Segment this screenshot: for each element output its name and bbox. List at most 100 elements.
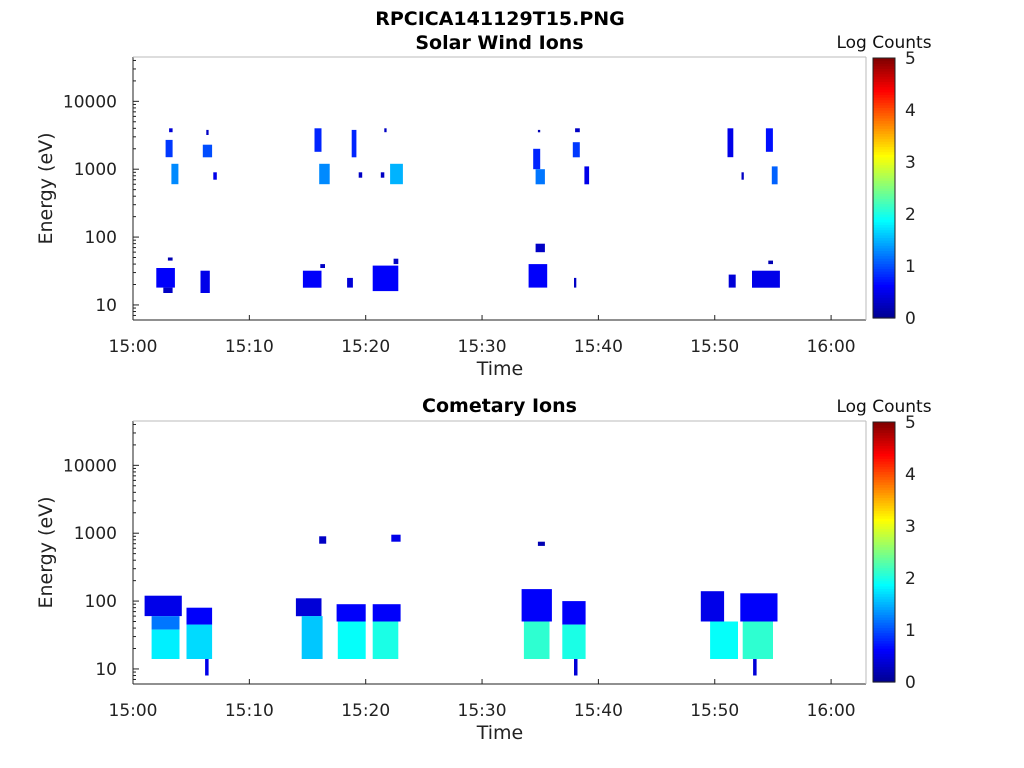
colorbar-segment <box>873 284 895 288</box>
colorbar-segment <box>873 240 895 244</box>
colorbar-segment <box>873 76 895 80</box>
colorbar-segment <box>873 104 895 108</box>
colorbar-segment <box>873 185 895 189</box>
data-cell <box>700 591 725 622</box>
colorbar-segment <box>873 676 895 680</box>
colorbar-segment <box>873 156 895 160</box>
colorbar-label: Log Counts <box>836 397 931 417</box>
colorbar-segment <box>873 650 895 654</box>
data-cells <box>156 128 780 293</box>
colorbar-segment <box>873 138 895 142</box>
colorbar-segment <box>873 619 895 623</box>
data-cell <box>156 268 175 288</box>
colorbar-segment <box>873 86 895 90</box>
colorbar-segment <box>873 442 895 446</box>
data-cell <box>574 659 578 676</box>
colorbar-segment <box>873 203 895 207</box>
data-cell <box>390 163 403 185</box>
colorbar-segment <box>873 557 895 561</box>
x-axis-label: Time <box>476 358 524 380</box>
colorbar-segment <box>873 201 895 205</box>
data-cell <box>319 163 330 185</box>
colorbar-segment <box>873 128 895 132</box>
colorbar-segment <box>873 575 895 579</box>
data-cell <box>533 148 541 170</box>
colorbar-segment <box>873 216 895 220</box>
data-cell <box>752 270 780 288</box>
colorbar-segment <box>873 305 895 309</box>
y-tick-label: 10 <box>95 296 117 316</box>
colorbar-segment <box>873 221 895 225</box>
colorbar-segment <box>873 554 895 558</box>
data-cell <box>771 166 778 185</box>
colorbar-segment <box>873 107 895 111</box>
data-cell <box>562 624 586 659</box>
colorbar-segment <box>873 188 895 192</box>
y-tick-label: 10000 <box>63 92 117 112</box>
colorbar-segment <box>873 211 895 215</box>
data-cell <box>171 163 179 185</box>
colorbar-segment <box>873 258 895 262</box>
colorbar-segment <box>873 513 895 517</box>
colorbar-segment <box>873 500 895 504</box>
colorbar-segment <box>873 520 895 524</box>
data-cell <box>391 534 401 542</box>
colorbar-segment <box>873 669 895 673</box>
colorbar-segment <box>873 572 895 576</box>
colorbar-segment <box>873 601 895 605</box>
data-cell <box>351 129 357 158</box>
colorbar-segment <box>873 255 895 259</box>
colorbar-segment <box>873 58 895 62</box>
colorbar-segment <box>873 596 895 600</box>
colorbar-segment <box>873 289 895 293</box>
colorbar-segment <box>873 510 895 514</box>
colorbar-segment <box>873 481 895 485</box>
data-cell <box>372 604 401 622</box>
colorbar-tick-label: 1 <box>905 621 916 641</box>
colorbar-segment <box>873 424 895 428</box>
colorbar-tick-label: 5 <box>905 413 916 433</box>
x-tick-label: 16:00 <box>807 701 856 721</box>
colorbar-segment <box>873 536 895 540</box>
colorbar-segment <box>873 450 895 454</box>
colorbar-segment <box>873 653 895 657</box>
colorbar-tick-label: 4 <box>905 465 916 485</box>
colorbar-segment <box>873 260 895 264</box>
colorbar-segment <box>873 167 895 171</box>
colorbar-tick-label: 5 <box>905 49 916 69</box>
colorbar-segment <box>873 492 895 496</box>
figure-title: RPCICA141129T15.PNG <box>375 8 625 30</box>
data-cell <box>765 128 773 152</box>
colorbar-segment <box>873 622 895 626</box>
colorbar-segment <box>873 562 895 566</box>
colorbar-segment <box>873 162 895 166</box>
data-cell <box>372 265 399 292</box>
colorbar-segment <box>873 578 895 582</box>
colorbar-segment <box>873 159 895 163</box>
colorbar-segment <box>873 292 895 296</box>
x-tick-label: 15:30 <box>458 337 507 357</box>
colorbar-segment <box>873 133 895 137</box>
colorbar-segment <box>873 286 895 290</box>
colorbar-segment <box>873 68 895 72</box>
colorbar-segment <box>873 533 895 537</box>
colorbar-segment <box>873 549 895 553</box>
data-cell <box>302 270 322 288</box>
x-tick-label: 15:10 <box>225 337 274 357</box>
colorbar-segment <box>873 593 895 597</box>
colorbar-segment <box>873 494 895 498</box>
colorbar-segment <box>873 224 895 228</box>
colorbar-segment <box>873 489 895 493</box>
data-cell <box>169 128 173 133</box>
colorbar-segment <box>873 91 895 95</box>
colorbar-segment <box>873 219 895 223</box>
x-tick-label: 15:30 <box>458 701 507 721</box>
x-tick-label: 15:00 <box>109 701 158 721</box>
data-cell <box>535 169 545 185</box>
colorbar-segment <box>873 515 895 519</box>
colorbar-segment <box>873 466 895 470</box>
data-cell <box>742 621 773 659</box>
data-cell <box>202 144 213 158</box>
colorbar-segment <box>873 630 895 634</box>
colorbar-segment <box>873 102 895 106</box>
